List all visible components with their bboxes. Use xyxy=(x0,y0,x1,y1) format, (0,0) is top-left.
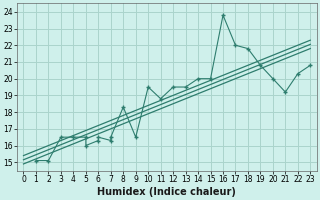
X-axis label: Humidex (Indice chaleur): Humidex (Indice chaleur) xyxy=(98,187,236,197)
